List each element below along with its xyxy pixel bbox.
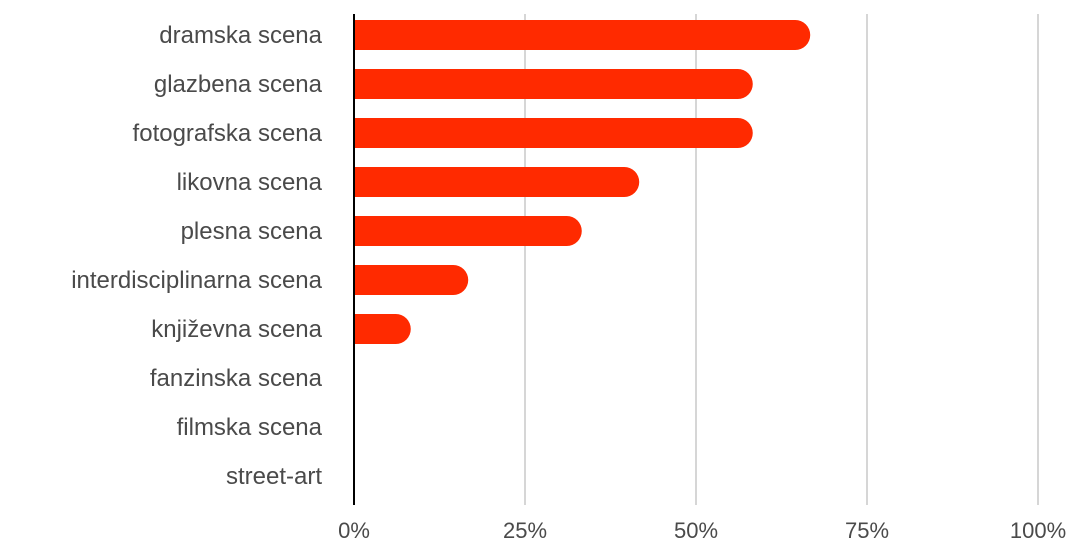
category-labels: dramska scena glazbena scena fotografska s… (71, 22, 322, 490)
category-label: filmska scena (177, 414, 323, 441)
bar (354, 265, 469, 295)
bar (354, 69, 753, 99)
category-label: fanzinska scena (150, 365, 323, 392)
category-label: likovna scena (177, 169, 323, 196)
category-label: interdisciplinarna scena (71, 267, 322, 294)
x-tick-label: 75% (845, 518, 889, 543)
x-tick-label: 25% (503, 518, 547, 543)
category-label: plesna scena (181, 218, 323, 245)
bar (354, 167, 640, 197)
category-label: street-art (226, 463, 322, 490)
bar (354, 314, 411, 344)
x-tick-label: 100% (1010, 518, 1066, 543)
x-tick-label: 0% (338, 518, 370, 543)
bar (354, 20, 811, 50)
category-label: fotografska scena (133, 120, 323, 147)
category-label: književna scena (151, 316, 322, 343)
x-tick-label: 50% (674, 518, 718, 543)
category-label: dramska scena (159, 22, 322, 49)
x-tick-labels: 0% 25% 50% 75% 100% (338, 518, 1066, 543)
category-label: glazbena scena (154, 71, 323, 98)
bars (354, 20, 811, 344)
bar (354, 216, 582, 246)
bar (354, 118, 753, 148)
